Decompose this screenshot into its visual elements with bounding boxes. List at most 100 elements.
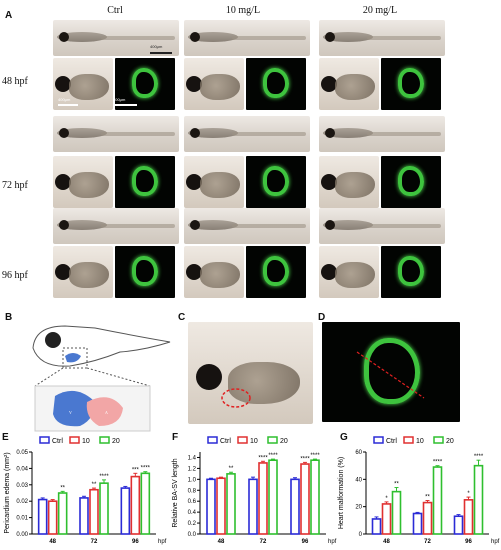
legend-swatch — [267, 436, 278, 444]
bar — [216, 477, 226, 535]
y-tick-label: 1.4 — [188, 455, 197, 461]
scale-label: 400μm — [113, 97, 126, 102]
row-header-96: 96 hpf — [2, 270, 28, 281]
significance-label: **** — [141, 466, 151, 472]
row-header-72: 72 hpf — [2, 180, 28, 191]
y-tick-label: 0.2 — [188, 521, 197, 527]
legend-swatch — [69, 436, 80, 444]
heart-closeup-image — [319, 58, 379, 110]
whole-larva-image — [184, 208, 310, 244]
heart-closeup-image — [184, 246, 244, 298]
significance-label: **** — [433, 460, 443, 466]
bar — [89, 488, 99, 535]
whole-larva-image — [184, 116, 310, 152]
y-tick-label: 1.2 — [188, 466, 197, 472]
y-tick-label: 0.0 — [188, 532, 197, 538]
legend-label: Ctrl — [386, 438, 397, 445]
legend-label: 20 — [112, 438, 120, 445]
significance-label: **** — [474, 454, 484, 460]
column-header-10: 10 mg/L — [225, 5, 261, 16]
column-header-ctrl: Ctrl — [107, 5, 123, 16]
whole-larva-image — [319, 208, 445, 244]
y-tick-label: 0.01 — [16, 516, 28, 522]
heart-closeup-image — [53, 246, 113, 298]
x-tick-label: 96 — [465, 539, 472, 545]
bar — [226, 473, 236, 535]
y-tick-label: 0.03 — [16, 483, 28, 489]
heart-closeup-image — [184, 58, 244, 110]
y-axis-label: Heart malformation (%) — [338, 457, 345, 529]
scale-bar — [150, 52, 172, 54]
legend-swatch — [403, 436, 414, 444]
heart-fluorescence-image — [246, 58, 306, 110]
panel-label-c: C — [178, 312, 186, 323]
panel-label-a: A — [5, 10, 13, 21]
significance-label: **** — [268, 453, 278, 459]
heart-fluorescence-image — [115, 246, 175, 298]
legend-label: 10 — [82, 438, 90, 445]
significance-label: * — [467, 491, 470, 497]
whole-larva-image — [53, 20, 179, 56]
heart-fluorescence-image — [381, 246, 441, 298]
x-tick-label: 72 — [260, 539, 267, 545]
y-tick-label: 0 — [359, 532, 363, 538]
significance-label: * — [385, 496, 388, 502]
heart-fluorescence-image — [246, 156, 306, 208]
x-axis-label: hpf — [328, 539, 337, 545]
legend-label: 10 — [250, 438, 258, 445]
y-tick-label: 60 — [355, 450, 362, 456]
y-tick-label: 0.8 — [188, 488, 197, 494]
bar — [99, 482, 109, 535]
bar — [47, 500, 58, 535]
y-tick-label: 0.04 — [16, 466, 28, 472]
scale-label: 400μm — [150, 44, 163, 49]
heart-closeup-image — [184, 156, 244, 208]
x-tick-label: 48 — [49, 539, 56, 545]
significance-label: ** — [92, 482, 97, 488]
x-tick-label: 72 — [424, 539, 431, 545]
bar-chart-ba-sv-length: 0.0 0.2 0.4 0.6 0.8 1.0 1.2 1.4 Relative BA-SV l… — [172, 436, 337, 545]
panel-label-e: E — [2, 432, 9, 443]
y-tick-label: 1.0 — [188, 477, 197, 483]
panel-label-g: G — [340, 432, 348, 443]
column-header-20: 20 mg/L — [362, 5, 398, 16]
heart-fluorescence-image — [246, 246, 306, 298]
significance-label: ** — [394, 482, 399, 488]
bar — [473, 464, 484, 535]
bar — [130, 475, 141, 535]
bar — [258, 462, 268, 535]
y-axis-label: Relative BA-SV length — [172, 458, 179, 527]
y-tick-label: 40 — [355, 477, 362, 483]
y-axis-label: Pericardium edema (mm²) — [4, 452, 11, 533]
y-tick-label: 0.4 — [188, 510, 197, 516]
legend-swatch — [433, 436, 444, 444]
legend-swatch — [237, 436, 248, 444]
scale-label: 400μm — [58, 97, 71, 102]
bar — [381, 503, 392, 535]
legend-swatch — [373, 436, 384, 444]
y-tick-label: 0.02 — [16, 499, 28, 505]
significance-label: **** — [310, 453, 320, 459]
x-axis-label: hpf — [491, 539, 500, 545]
bar — [453, 515, 464, 535]
bar — [140, 472, 151, 535]
legend-swatch — [99, 436, 110, 444]
x-tick-label: 72 — [91, 539, 98, 545]
panel-label-f: F — [172, 432, 179, 443]
bar — [248, 478, 258, 535]
whole-larva-image — [319, 116, 445, 152]
significance-label: *** — [132, 467, 140, 473]
bar — [268, 459, 278, 535]
legend-label: 10 — [416, 438, 424, 445]
bar — [412, 512, 423, 535]
bar-chart-pericardium-edema: 0.00 0.01 0.02 0.03 0.04 0.05 Pericardium edem… — [4, 436, 167, 545]
bar — [57, 492, 68, 535]
legend-swatch — [207, 436, 218, 444]
bar — [290, 478, 300, 535]
whole-larva-image — [53, 116, 179, 152]
whole-larva-image — [184, 20, 310, 56]
heart-fluorescence-image — [115, 156, 175, 208]
significance-label: ** — [425, 495, 430, 501]
bar-chart-heart-malformation: 0 20 40 60 Heart malformation (%) hpf Ctrl 10 20… — [338, 436, 500, 545]
row-header-48: 48 hpf — [2, 76, 28, 87]
